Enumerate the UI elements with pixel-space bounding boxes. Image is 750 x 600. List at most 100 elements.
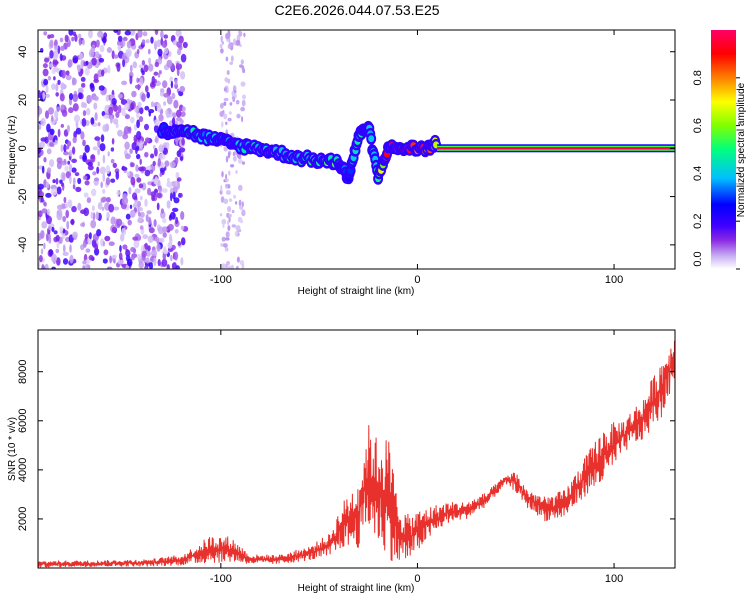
noise-speckle (52, 60, 59, 65)
snr-x-ticks: -100 0 100 (210, 330, 623, 585)
noise-speckle (161, 40, 168, 48)
noise-band-speckle (223, 97, 229, 102)
noise-band-speckle (220, 35, 223, 43)
noise-speckle (102, 188, 106, 194)
noise-speckle (143, 64, 149, 73)
noise-speckle (159, 167, 166, 173)
noise-speckle (54, 110, 59, 119)
noise-speckle (149, 262, 153, 269)
noise-speckle (136, 77, 140, 84)
noise-speckle (180, 111, 186, 117)
noise-band-speckle (221, 263, 226, 269)
noise-speckle (144, 198, 148, 207)
noise-speckle (158, 185, 163, 194)
noise-speckle (71, 158, 77, 163)
noise-speckle (67, 160, 71, 165)
noise-speckle (177, 241, 181, 246)
noise-speckle (127, 219, 132, 226)
noise-speckle (67, 199, 73, 209)
noise-speckle (138, 183, 144, 189)
noise-speckle (158, 144, 164, 153)
noise-band-speckle (225, 190, 231, 195)
noise-speckle (80, 68, 84, 75)
noise-band-speckle (228, 111, 232, 115)
noise-speckle (141, 60, 146, 66)
noise-speckle (97, 30, 104, 38)
noise-band-speckle (231, 96, 235, 100)
noise-speckle (136, 200, 142, 208)
noise-speckle (145, 257, 150, 264)
noise-speckle (81, 82, 86, 88)
colorbar-tick-label: 0.4 (692, 166, 704, 181)
noise-speckle (53, 49, 59, 58)
noise-speckle (138, 166, 144, 172)
noise-speckle (162, 188, 168, 193)
noise-speckle (106, 266, 113, 269)
noise-speckle (166, 109, 169, 119)
noise-band-speckle (221, 218, 227, 225)
noise-speckle (104, 235, 111, 242)
spectrogram-x-ticks: -100 0 100 (210, 30, 623, 286)
noise-speckle (119, 245, 122, 253)
colorbar: 0.0 0.2 0.4 0.6 0.8 Normalized spectral ampl… (692, 30, 747, 270)
noise-speckle (66, 124, 70, 133)
noise-speckle (102, 36, 107, 44)
noise-speckle (163, 47, 169, 55)
colorbar-gradient (711, 30, 736, 269)
noise-speckle (169, 211, 176, 220)
noise-speckle (138, 211, 141, 217)
noise-speckle (40, 248, 44, 255)
noise-speckle (116, 63, 121, 72)
noise-band-speckle (229, 42, 234, 47)
noise-speckle (81, 117, 87, 127)
noise-speckle (94, 243, 99, 252)
noise-speckle (53, 45, 59, 50)
noise-speckle (51, 188, 58, 196)
spectrogram-y-ticks: -40 -20 0 20 40 (17, 46, 675, 253)
noise-speckle (46, 123, 51, 133)
noise-speckle (105, 197, 111, 203)
noise-speckle (38, 255, 43, 263)
noise-band-speckle (225, 173, 228, 181)
noise-band-speckle (225, 155, 229, 163)
noise-band-speckle (228, 170, 231, 176)
noise-speckle (52, 179, 56, 184)
noise-band-speckle (240, 59, 244, 65)
noise-speckle (134, 106, 139, 113)
noise-speckle (74, 172, 80, 177)
noise-speckle (55, 248, 60, 254)
noise-speckle (65, 145, 70, 150)
noise-speckle (56, 257, 61, 266)
noise-band-speckle (229, 102, 233, 106)
noise-speckle (62, 172, 66, 182)
noise-speckle (55, 178, 59, 185)
noise-speckle (97, 122, 101, 127)
noise-band-speckle (231, 209, 235, 214)
noise-speckle (122, 36, 128, 42)
noise-speckle (61, 109, 68, 117)
noise-speckle (111, 98, 117, 105)
noise-speckle (140, 211, 145, 218)
noise-speckle (136, 119, 141, 129)
noise-speckle (90, 219, 97, 229)
noise-speckle (64, 165, 69, 172)
noise-speckle (129, 148, 133, 154)
noise-band-speckle (235, 99, 240, 105)
noise-speckle (68, 93, 74, 100)
noise-speckle (42, 92, 46, 100)
noise-speckle (179, 85, 186, 93)
noise-speckle (175, 216, 179, 225)
noise-speckle (46, 215, 52, 225)
noise-band-speckle (233, 155, 237, 162)
noise-speckle (48, 249, 53, 257)
noise-speckle (156, 103, 162, 113)
colorbar-label: Normalized spectral amplitude (736, 82, 747, 217)
noise-band-speckle (225, 77, 228, 83)
noise-speckle (137, 30, 143, 38)
noise-speckle (84, 233, 89, 239)
noise-speckle (157, 48, 163, 57)
noise-band-speckle (235, 39, 241, 46)
noise-speckle (91, 188, 97, 197)
noise-speckle (59, 93, 65, 102)
noise-speckle (162, 226, 168, 234)
